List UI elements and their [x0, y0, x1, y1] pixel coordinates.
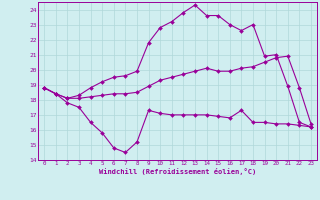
X-axis label: Windchill (Refroidissement éolien,°C): Windchill (Refroidissement éolien,°C): [99, 168, 256, 175]
